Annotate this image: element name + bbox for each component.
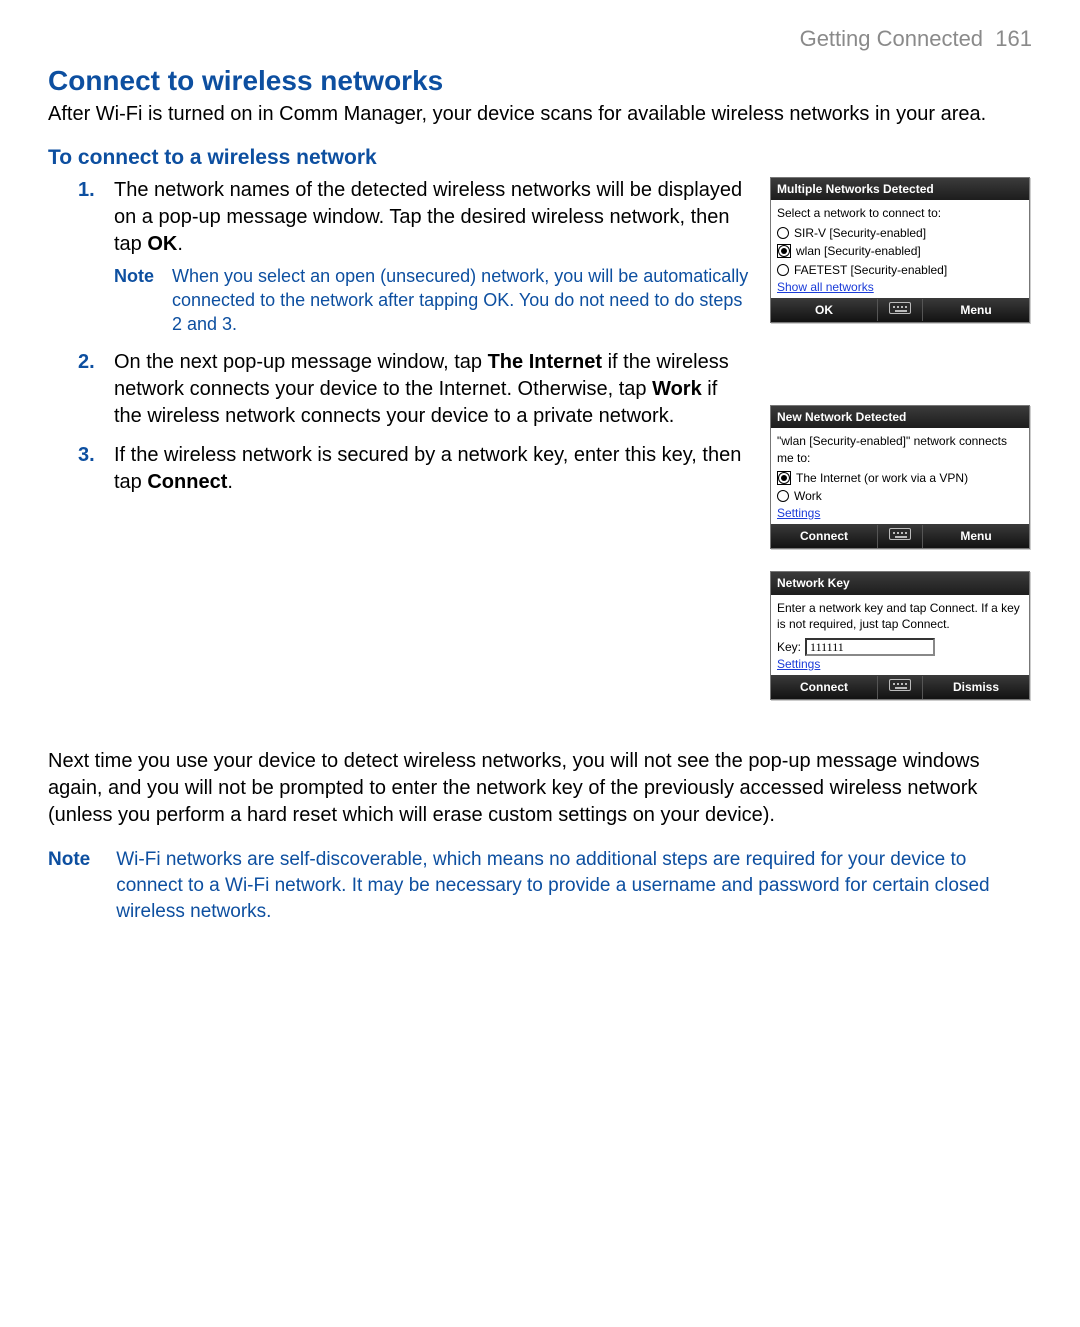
network-key-input[interactable] — [805, 638, 935, 656]
step-2: 2. On the next pop-up message window, ta… — [78, 349, 750, 430]
step-3-text: If the wireless network is secured by a … — [114, 444, 741, 493]
note-label: Note — [48, 847, 90, 924]
step-1-note: Note When you select an open (unsecured)… — [114, 264, 750, 337]
network-option[interactable]: SIR-V [Security-enabled] — [777, 224, 1023, 242]
note-text: Wi-Fi networks are self-discoverable, wh… — [116, 847, 1032, 924]
running-head: Getting Connected 161 — [48, 24, 1032, 54]
dismiss-button[interactable]: Dismiss — [923, 675, 1029, 699]
dialog-hint: Enter a network key and tap Connect. If … — [777, 600, 1023, 632]
section-intro: After Wi-Fi is turned on in Comm Manager… — [48, 101, 1032, 128]
keyboard-icon — [889, 302, 911, 314]
dialog-hint: Select a network to connect to: — [777, 205, 1023, 221]
step-3: 3. If the wireless network is secured by… — [78, 442, 750, 496]
keyboard-button[interactable] — [877, 525, 923, 548]
key-label: Key: — [777, 639, 801, 655]
note-text: When you select an open (unsecured) netw… — [172, 264, 750, 337]
screenshot-new-network: New Network Detected "wlan [Security-ena… — [770, 405, 1030, 549]
show-all-networks-link[interactable]: Show all networks — [777, 280, 874, 294]
step-2-text: On the next pop-up message window, tap T… — [114, 351, 729, 427]
keyboard-button[interactable] — [877, 299, 923, 322]
network-option-selected[interactable]: wlan [Security-enabled] — [777, 242, 1023, 260]
step-marker: 2. — [78, 349, 95, 376]
trailing-paragraph: Next time you use your device to detect … — [48, 748, 1032, 829]
section-title: Connect to wireless networks — [48, 62, 1032, 100]
connect-button[interactable]: Connect — [771, 675, 877, 699]
connect-button[interactable]: Connect — [771, 524, 877, 548]
step-marker: 3. — [78, 442, 95, 469]
network-option[interactable]: FAETEST [Security-enabled] — [777, 261, 1023, 279]
settings-link[interactable]: Settings — [777, 506, 820, 520]
note-label: Note — [114, 264, 154, 337]
dialog-title: Multiple Networks Detected — [771, 178, 1029, 200]
ok-button[interactable]: OK — [771, 298, 877, 322]
step-marker: 1. — [78, 177, 95, 204]
final-note: Note Wi-Fi networks are self-discoverabl… — [48, 847, 1032, 924]
dialog-hint: "wlan [Security-enabled]" network connec… — [777, 433, 1023, 465]
step-1-text: The network names of the detected wirele… — [114, 179, 742, 255]
radio-icon — [777, 244, 791, 258]
screenshot-multiple-networks: Multiple Networks Detected Select a netw… — [770, 177, 1030, 323]
menu-button[interactable]: Menu — [923, 298, 1029, 322]
screenshot-network-key: Network Key Enter a network key and tap … — [770, 571, 1030, 700]
radio-icon — [777, 264, 789, 276]
running-head-text: Getting Connected — [800, 26, 983, 51]
menu-button[interactable]: Menu — [923, 524, 1029, 548]
section-subheading: To connect to a wireless network — [48, 144, 1032, 172]
keyboard-button[interactable] — [877, 676, 923, 699]
keyboard-icon — [889, 528, 911, 540]
radio-icon — [777, 471, 791, 485]
connection-option-selected[interactable]: The Internet (or work via a VPN) — [777, 469, 1023, 487]
connection-option[interactable]: Work — [777, 487, 1023, 505]
step-1: 1. The network names of the detected wir… — [78, 177, 750, 337]
dialog-title: New Network Detected — [771, 406, 1029, 428]
settings-link[interactable]: Settings — [777, 657, 820, 671]
keyboard-icon — [889, 679, 911, 691]
radio-icon — [777, 490, 789, 502]
dialog-title: Network Key — [771, 572, 1029, 594]
page-number: 161 — [995, 26, 1032, 51]
radio-icon — [777, 227, 789, 239]
